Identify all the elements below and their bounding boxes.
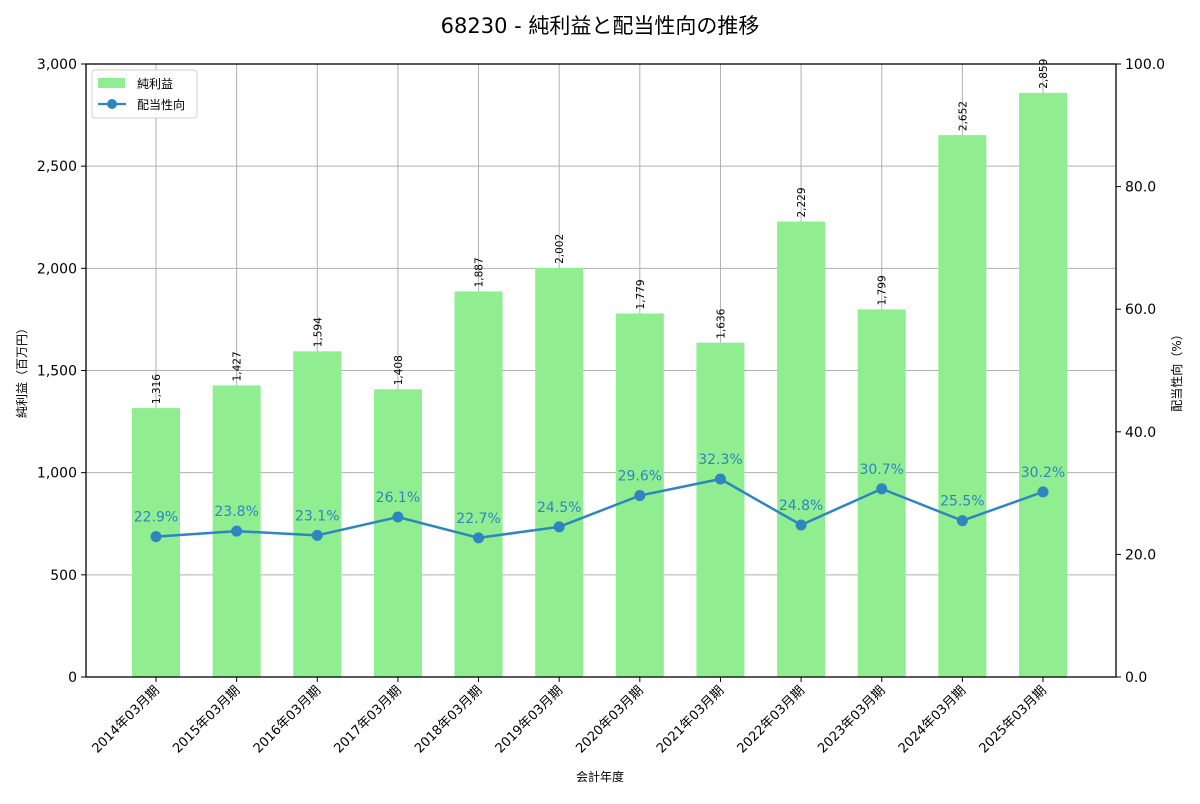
bar bbox=[293, 351, 342, 677]
line-marker bbox=[231, 525, 243, 537]
bar bbox=[454, 291, 503, 677]
x-tick-label: 2014年03月期 bbox=[90, 683, 163, 756]
bar-value-label: 1,316 bbox=[151, 374, 163, 404]
y-left-tick-label: 500 bbox=[50, 568, 77, 584]
bar-value-label: 2,002 bbox=[554, 234, 566, 264]
line-value-label: 30.2% bbox=[1021, 465, 1065, 481]
chart-title: 68230 - 純利益と配当性向の推移 bbox=[441, 14, 760, 38]
y-right-tick-label: 20.0 bbox=[1125, 547, 1156, 563]
x-axis-label: 会計年度 bbox=[576, 769, 624, 784]
bar-value-label: 1,887 bbox=[474, 257, 486, 287]
x-tick-label: 2022年03月期 bbox=[735, 683, 808, 756]
y-right-tick-label: 100.0 bbox=[1125, 57, 1165, 73]
bar-value-label: 1,594 bbox=[312, 317, 324, 347]
line-series-payout-ratio: 22.9% 23.8% 23.1% 26.1% 22.7% 24.5% 29.6% 32.3%… bbox=[134, 452, 1065, 544]
line-marker bbox=[795, 519, 807, 531]
y-left-tick-label: 2,000 bbox=[37, 261, 77, 277]
x-tick-label: 2023年03月期 bbox=[815, 683, 888, 756]
legend: 純利益 配当性向 bbox=[91, 69, 198, 119]
x-tick-label: 2019年03月期 bbox=[493, 683, 566, 756]
bar-value-labels: 1,316 1,427 1,594 1,408 1,887 2,002 1,779 1,636… bbox=[151, 59, 1050, 404]
line-marker bbox=[876, 483, 888, 495]
bar-value-label: 2,652 bbox=[957, 101, 969, 131]
line-value-label: 25.5% bbox=[940, 494, 984, 510]
bar-value-label: 1,408 bbox=[393, 355, 405, 385]
line-value-label: 30.7% bbox=[859, 462, 903, 478]
y-left-tick-label: 1,500 bbox=[37, 364, 77, 380]
line-value-label: 23.1% bbox=[295, 508, 339, 524]
line-marker bbox=[150, 531, 162, 543]
line-marker bbox=[1037, 486, 1049, 498]
x-tick-label: 2017年03月期 bbox=[331, 683, 404, 756]
y-axis-left-label: 純利益（百万円） bbox=[15, 322, 29, 418]
bar bbox=[132, 408, 180, 677]
legend-label-payout-ratio: 配当性向 bbox=[137, 97, 185, 112]
x-tick-label: 2021年03月期 bbox=[654, 683, 727, 756]
bar-value-label: 2,859 bbox=[1038, 59, 1050, 89]
y-axis-left-ticks: 0 500 1,000 1,500 2,000 2,500 3,000 bbox=[37, 57, 86, 686]
y-axis-right-label: 配当性向（%） bbox=[1169, 328, 1184, 411]
line-marker bbox=[473, 532, 485, 544]
line-marker bbox=[392, 511, 404, 523]
bar-value-label: 1,427 bbox=[232, 351, 244, 381]
line-value-label: 29.6% bbox=[618, 469, 662, 485]
bar bbox=[535, 267, 584, 677]
bar-value-label: 1,799 bbox=[877, 275, 889, 305]
x-tick-label: 2024年03月期 bbox=[896, 683, 969, 756]
legend-marker-icon bbox=[107, 99, 117, 109]
x-tick-label: 2015年03月期 bbox=[170, 683, 243, 756]
bar bbox=[696, 342, 745, 677]
y-right-tick-label: 80.0 bbox=[1125, 180, 1156, 196]
bar bbox=[373, 389, 422, 677]
bar bbox=[777, 221, 826, 677]
x-tick-label: 2020年03月期 bbox=[573, 683, 646, 756]
line-value-label: 32.3% bbox=[698, 452, 742, 468]
legend-bar-swatch bbox=[98, 78, 125, 88]
y-left-tick-label: 0 bbox=[68, 670, 77, 686]
x-axis-ticks: 2014年03月期 2015年03月期 2016年03月期 2017年03月期 2018… bbox=[90, 677, 1050, 757]
x-tick-label: 2016年03月期 bbox=[251, 683, 324, 756]
y-right-tick-label: 60.0 bbox=[1125, 302, 1156, 318]
bar bbox=[1019, 92, 1067, 678]
y-right-tick-label: 0.0 bbox=[1125, 670, 1147, 686]
line-marker bbox=[311, 529, 323, 541]
line-value-label: 23.8% bbox=[214, 504, 258, 520]
y-left-tick-label: 2,500 bbox=[37, 159, 77, 175]
line-value-label: 26.1% bbox=[376, 490, 420, 506]
line-marker bbox=[714, 473, 726, 485]
line-value-label: 22.9% bbox=[134, 510, 178, 526]
line-value-label: 22.7% bbox=[456, 511, 500, 527]
bar bbox=[938, 135, 987, 677]
line-value-label: 24.5% bbox=[537, 500, 581, 516]
bar-value-label: 1,636 bbox=[715, 308, 727, 338]
bar-value-label: 1,779 bbox=[635, 279, 647, 309]
line-marker bbox=[553, 521, 565, 533]
y-left-tick-label: 3,000 bbox=[37, 57, 77, 73]
x-tick-label: 2018年03月期 bbox=[412, 683, 485, 756]
line-marker bbox=[956, 515, 968, 527]
payout-ratio-line bbox=[155, 477, 1044, 540]
y-left-tick-label: 1,000 bbox=[37, 466, 77, 482]
bar-value-label: 2,229 bbox=[796, 187, 808, 217]
bar-series-net-income bbox=[132, 92, 1067, 678]
x-tick-label: 2025年03月期 bbox=[977, 683, 1050, 756]
y-axis-right-ticks: 0.0 20.0 40.0 60.0 80.0 100.0 bbox=[1116, 57, 1165, 686]
legend-label-net-income: 純利益 bbox=[137, 77, 173, 91]
line-marker bbox=[634, 490, 646, 502]
y-right-tick-label: 40.0 bbox=[1125, 425, 1156, 441]
line-value-label: 24.8% bbox=[779, 498, 823, 514]
